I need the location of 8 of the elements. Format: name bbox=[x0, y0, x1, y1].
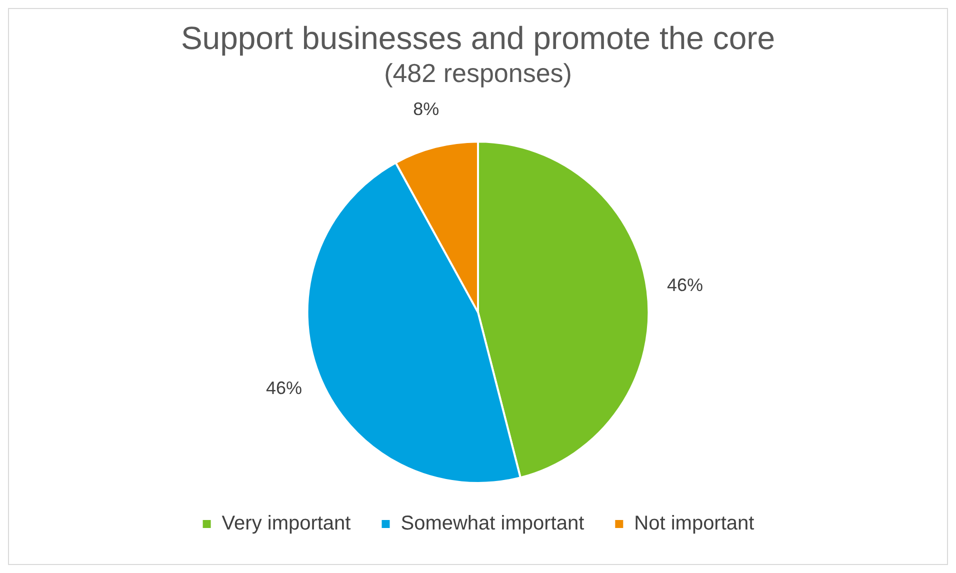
legend-label: Somewhat important bbox=[400, 512, 585, 535]
legend-label: Very important bbox=[222, 512, 352, 535]
data-label: 46% bbox=[667, 275, 704, 296]
chart-title: Support businesses and promote the core bbox=[180, 20, 776, 56]
chart-subtitle: (482 responses) bbox=[384, 58, 572, 88]
legend-label: Not important bbox=[634, 512, 755, 535]
data-label: 8% bbox=[413, 99, 440, 120]
data-label: 46% bbox=[266, 378, 302, 398]
